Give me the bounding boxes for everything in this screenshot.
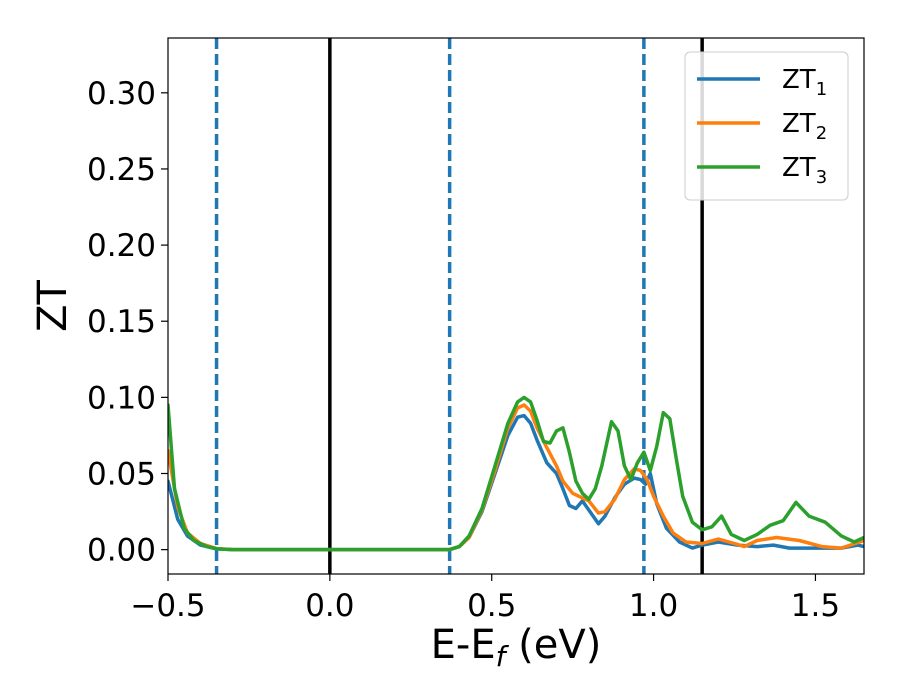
x-tick-label-1: 0.0 (305, 588, 354, 624)
y-tick-label-5: 0.25 (87, 152, 156, 188)
series-line-1 (168, 413, 864, 552)
y-axis-title: ZT (30, 280, 76, 332)
y-tick-label-3: 0.15 (87, 304, 156, 340)
series-line-2 (168, 403, 864, 552)
x-tick-label-4: 1.5 (791, 588, 840, 624)
series-line-3 (168, 395, 864, 552)
legend-box (684, 51, 849, 201)
plot-frame (167, 37, 865, 575)
legend-label-3: ZT3 (782, 153, 827, 188)
legend: ZT1 ZT2 ZT3 (684, 51, 849, 201)
legend-label-2: ZT2 (782, 109, 827, 144)
y-tick-label-1: 0.05 (87, 457, 156, 493)
x-axis-title: E-Ef (eV) (431, 622, 602, 673)
y-tick-label-4: 0.20 (87, 228, 156, 264)
x-tick-label-0: −0.5 (130, 588, 205, 624)
y-tick-label-2: 0.10 (87, 380, 156, 416)
legend-label-1: ZT1 (782, 65, 827, 100)
x-tick-label-2: 0.5 (467, 588, 516, 624)
x-tick-label-3: 1.0 (629, 588, 678, 624)
y-tick-label-0: 0.00 (87, 533, 156, 569)
y-tick-label-6: 0.30 (87, 76, 156, 112)
